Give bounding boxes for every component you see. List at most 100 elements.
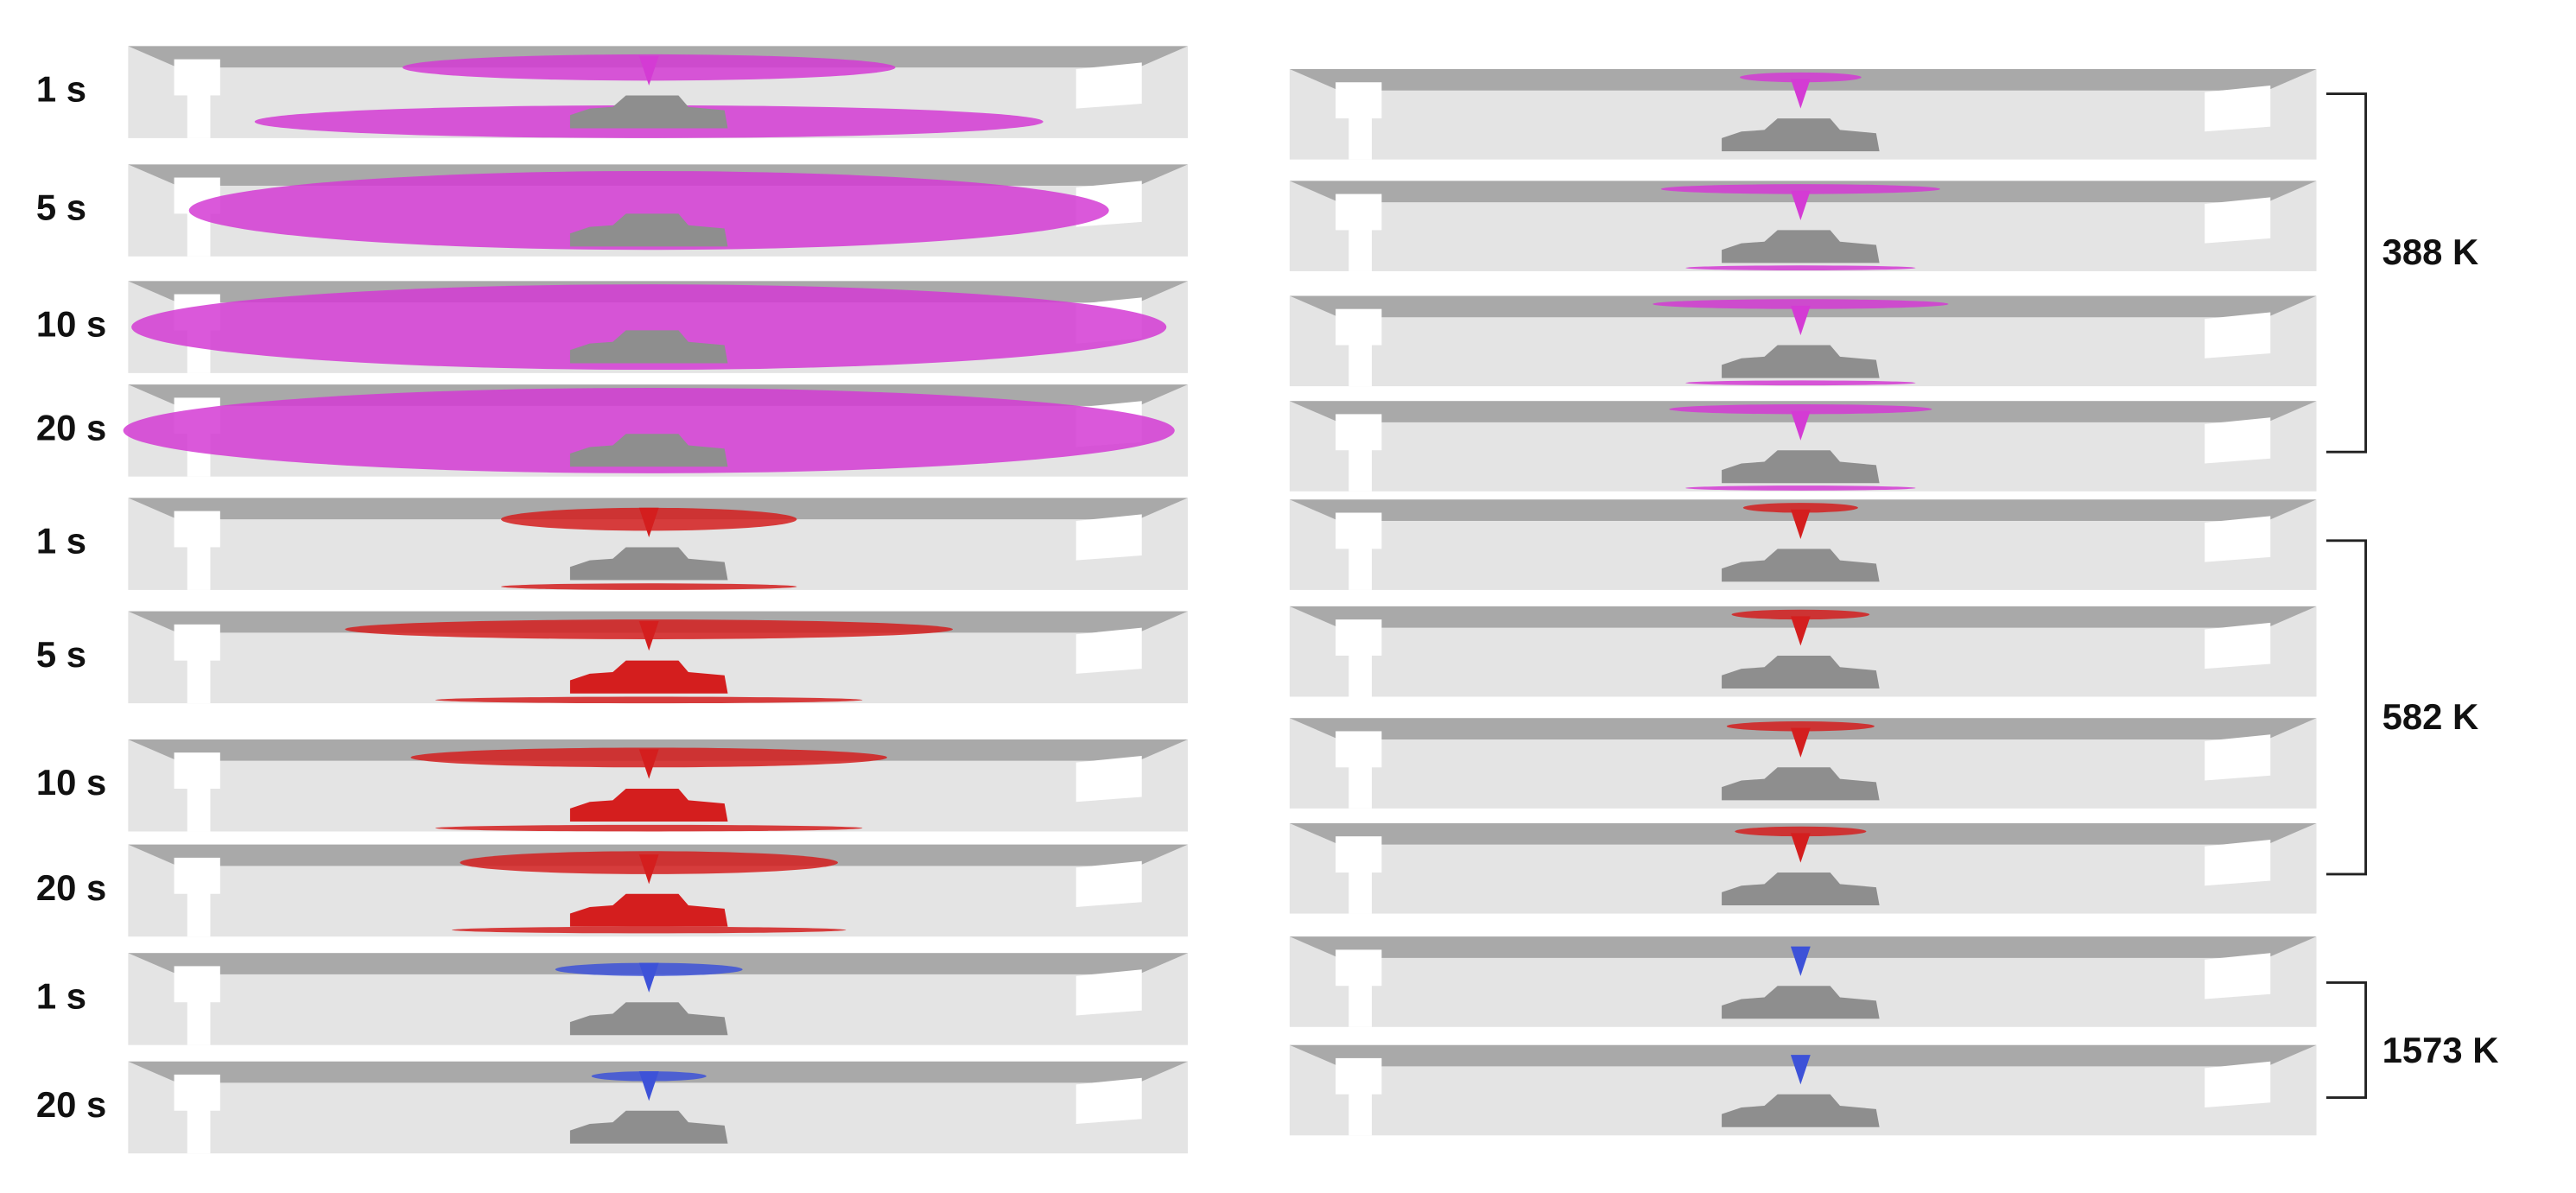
pillar [1348, 341, 1372, 387]
plume-stem [638, 507, 659, 538]
opening [2205, 312, 2271, 359]
opening [1075, 627, 1142, 674]
car [569, 660, 728, 694]
pillar [1348, 447, 1372, 492]
plume-stem [1790, 79, 1811, 109]
pillar [187, 92, 211, 138]
car [1722, 655, 1880, 689]
time-label: 1 s [36, 975, 86, 1016]
time-label: 1 s [36, 69, 86, 110]
plume [1669, 403, 1932, 415]
plume-stem [1790, 190, 1811, 220]
plume [1685, 485, 1916, 491]
pillar [1336, 836, 1382, 873]
pillar [187, 543, 211, 590]
bracket [2325, 980, 2367, 1099]
plume-stem [638, 621, 659, 651]
plume [451, 926, 847, 934]
plume-stem [1790, 410, 1811, 441]
time-label: 10 s [36, 304, 106, 345]
plume [131, 284, 1167, 371]
car [1722, 549, 1880, 582]
opening [2205, 622, 2271, 669]
opening [2205, 86, 2271, 132]
pillar [1336, 308, 1382, 346]
opening [2205, 953, 2271, 999]
opening [2205, 839, 2271, 886]
pillar [1348, 115, 1372, 160]
plume-stem [638, 962, 659, 993]
pillar [1336, 512, 1382, 549]
bracket [2325, 539, 2367, 876]
pillar [1348, 652, 1372, 697]
pillar [174, 511, 220, 548]
pillar [1348, 1090, 1372, 1136]
plume [435, 696, 863, 704]
pillar [1336, 82, 1382, 119]
group-label: 1573 K [2382, 1030, 2499, 1070]
car [1722, 345, 1880, 378]
bracket [2325, 92, 2367, 454]
plume-stem [1790, 727, 1811, 758]
car [1722, 986, 1880, 1019]
car [569, 434, 728, 467]
car [1722, 767, 1880, 801]
plume-stem [1790, 946, 1811, 976]
pillar [1348, 869, 1372, 914]
time-label: 5 s [36, 187, 86, 228]
opening [1075, 514, 1142, 561]
opening [2205, 1061, 2271, 1107]
opening [1075, 62, 1142, 109]
pillar [1348, 982, 1372, 1027]
car [569, 330, 728, 364]
group-label: 582 K [2382, 696, 2479, 737]
opening [2205, 734, 2271, 781]
pillar [1336, 194, 1382, 231]
car [569, 213, 728, 247]
pillar [1336, 1057, 1382, 1095]
opening [1075, 755, 1142, 803]
opening [2205, 197, 2271, 244]
pillar [1336, 731, 1382, 768]
pillar [174, 966, 220, 1003]
plume [123, 387, 1175, 473]
pillar [174, 1074, 220, 1111]
plume [1739, 72, 1862, 83]
car [569, 893, 728, 927]
car [1722, 230, 1880, 263]
plume [1742, 503, 1858, 513]
car [1722, 873, 1880, 906]
pillar [174, 624, 220, 661]
time-label: 10 s [36, 762, 106, 803]
time-label: 20 s [36, 867, 106, 908]
pillar [187, 657, 211, 704]
pillar [174, 857, 220, 894]
plume [188, 170, 1109, 251]
plume-stem [1790, 833, 1811, 863]
pillar [1348, 226, 1372, 271]
pillar [187, 785, 211, 832]
car [569, 1002, 728, 1036]
plume [435, 824, 863, 832]
pillar [174, 752, 220, 790]
opening [1075, 860, 1142, 907]
car [569, 95, 728, 129]
time-label: 1 s [36, 521, 86, 562]
time-label: 20 s [36, 1084, 106, 1125]
opening [2205, 417, 2271, 464]
pillar [1348, 764, 1372, 809]
pillar [1336, 414, 1382, 451]
plume-stem [1790, 305, 1811, 336]
pillar [187, 890, 211, 937]
plume [1653, 299, 1949, 309]
plume-stem [638, 1071, 659, 1101]
time-label: 5 s [36, 634, 86, 675]
pillar [187, 1107, 211, 1154]
plume [1685, 380, 1916, 386]
pillar [174, 59, 220, 96]
plume [501, 583, 797, 590]
plume-stem [1790, 616, 1811, 646]
plume-stem [638, 749, 659, 779]
